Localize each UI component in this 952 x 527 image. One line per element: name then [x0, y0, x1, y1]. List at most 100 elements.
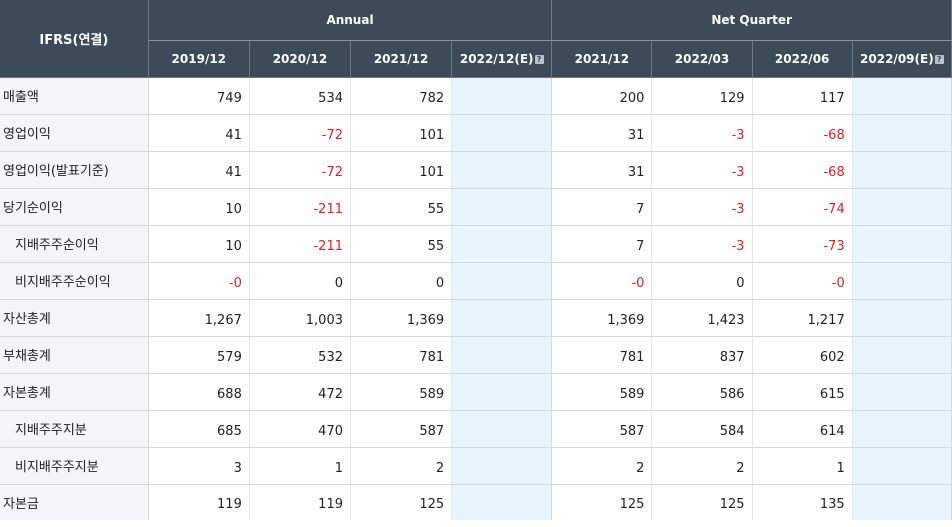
estimate-cell	[852, 262, 952, 300]
value-cell: 579	[148, 336, 250, 374]
value-cell: -0	[551, 262, 653, 300]
estimate-cell	[451, 299, 553, 337]
period-header-estimate: 2022/12(E)?	[451, 40, 553, 78]
estimate-cell	[852, 114, 952, 152]
value-cell: -73	[752, 225, 853, 263]
help-icon[interactable]: ?	[534, 55, 544, 64]
value-cell: 129	[651, 77, 753, 115]
estimate-cell	[451, 151, 553, 189]
value-cell: -3	[651, 151, 753, 189]
value-cell: 125	[350, 484, 453, 520]
value-cell: 125	[551, 484, 653, 520]
value-cell: 55	[350, 188, 453, 226]
value-cell: 41	[148, 114, 250, 152]
value-cell: 685	[148, 410, 250, 448]
period-header: 2021/12	[350, 40, 453, 78]
value-cell: -0	[148, 262, 250, 300]
estimate-cell	[852, 410, 952, 448]
table-row: 당기순이익 10 -211 55 7 -3 -74	[0, 188, 952, 226]
period-header-estimate: 2022/09(E)?	[852, 40, 952, 78]
estimate-cell	[451, 262, 553, 300]
value-cell: 1	[752, 447, 853, 485]
row-label: 당기순이익	[0, 188, 149, 226]
estimate-cell	[852, 484, 952, 520]
value-cell: 749	[148, 77, 250, 115]
help-icon[interactable]: ?	[934, 55, 944, 64]
value-cell: -0	[752, 262, 853, 300]
value-cell: 587	[551, 410, 653, 448]
value-cell: -3	[651, 114, 753, 152]
value-cell: 41	[148, 151, 250, 189]
table-row: 지배주주지분 685 470 587 587 584 614	[0, 410, 952, 448]
table-row: 지배주주순이익 10 -211 55 7 -3 -73	[0, 225, 952, 263]
value-cell: 2	[551, 447, 653, 485]
value-cell: 101	[350, 114, 453, 152]
value-cell: 1,267	[148, 299, 250, 337]
value-cell: 615	[752, 373, 853, 411]
row-label: 영업이익	[0, 114, 149, 152]
table-row: 부채총계 579 532 781 781 837 602	[0, 336, 952, 374]
value-cell: 55	[350, 225, 453, 263]
value-cell: -3	[651, 188, 753, 226]
row-label: 비지배주주지분	[0, 447, 149, 485]
value-cell: 589	[551, 373, 653, 411]
estimate-cell	[451, 225, 553, 263]
annual-group-header: Annual	[148, 0, 553, 41]
value-cell: 1,003	[249, 299, 352, 337]
value-cell: 782	[350, 77, 453, 115]
value-cell: 586	[651, 373, 753, 411]
row-label: 영업이익(발표기준)	[0, 151, 149, 189]
value-cell: 1,369	[350, 299, 453, 337]
estimate-cell	[451, 484, 553, 520]
value-cell: 614	[752, 410, 853, 448]
period-header: 2022/03	[651, 40, 753, 78]
value-cell: 781	[551, 336, 653, 374]
value-cell: 472	[249, 373, 352, 411]
table-row: 비지배주주지분 3 1 2 2 2 1	[0, 447, 952, 485]
estimate-cell	[451, 410, 553, 448]
period-header: 2022/06	[752, 40, 853, 78]
value-cell: 119	[249, 484, 352, 520]
row-label: 비지배주주순이익	[0, 262, 149, 300]
value-cell: 532	[249, 336, 352, 374]
table-row: 자본금 119 119 125 125 125 135	[0, 484, 952, 520]
value-cell: 101	[350, 151, 453, 189]
value-cell: 470	[249, 410, 352, 448]
row-label: 자본총계	[0, 373, 149, 411]
table-row: 영업이익 41 -72 101 31 -3 -68	[0, 114, 952, 152]
estimate-cell	[852, 77, 952, 115]
value-cell: 2	[350, 447, 453, 485]
period-header: 2020/12	[249, 40, 352, 78]
quarter-group-header: Net Quarter	[551, 0, 952, 41]
period-header: 2019/12	[148, 40, 250, 78]
table-body: 매출액 749 534 782 200 129 117 영업이익 41 -72 101 31 -3 -68…	[0, 77, 952, 520]
period-header-label: 2022/09(E)	[860, 52, 934, 66]
value-cell: 1	[249, 447, 352, 485]
estimate-cell	[852, 336, 952, 374]
value-cell: -3	[651, 225, 753, 263]
estimate-cell	[451, 373, 553, 411]
row-label: 부채총계	[0, 336, 149, 374]
period-header: 2021/12	[551, 40, 653, 78]
value-cell: 688	[148, 373, 250, 411]
value-cell: 117	[752, 77, 853, 115]
value-cell: -211	[249, 225, 352, 263]
value-cell: 125	[651, 484, 753, 520]
value-cell: 1,369	[551, 299, 653, 337]
value-cell: 0	[249, 262, 352, 300]
row-label: 매출액	[0, 77, 149, 115]
value-cell: 781	[350, 336, 453, 374]
row-label: 자본금	[0, 484, 149, 520]
value-cell: 584	[651, 410, 753, 448]
value-cell: 1,423	[651, 299, 753, 337]
table-row: 매출액 749 534 782 200 129 117	[0, 77, 952, 115]
table-row: 자본총계 688 472 589 589 586 615	[0, 373, 952, 411]
value-cell: -74	[752, 188, 853, 226]
value-cell: 587	[350, 410, 453, 448]
value-cell: 31	[551, 151, 653, 189]
value-cell: 602	[752, 336, 853, 374]
estimate-cell	[451, 114, 553, 152]
value-cell: 3	[148, 447, 250, 485]
value-cell: -68	[752, 114, 853, 152]
row-label: 지배주주지분	[0, 410, 149, 448]
